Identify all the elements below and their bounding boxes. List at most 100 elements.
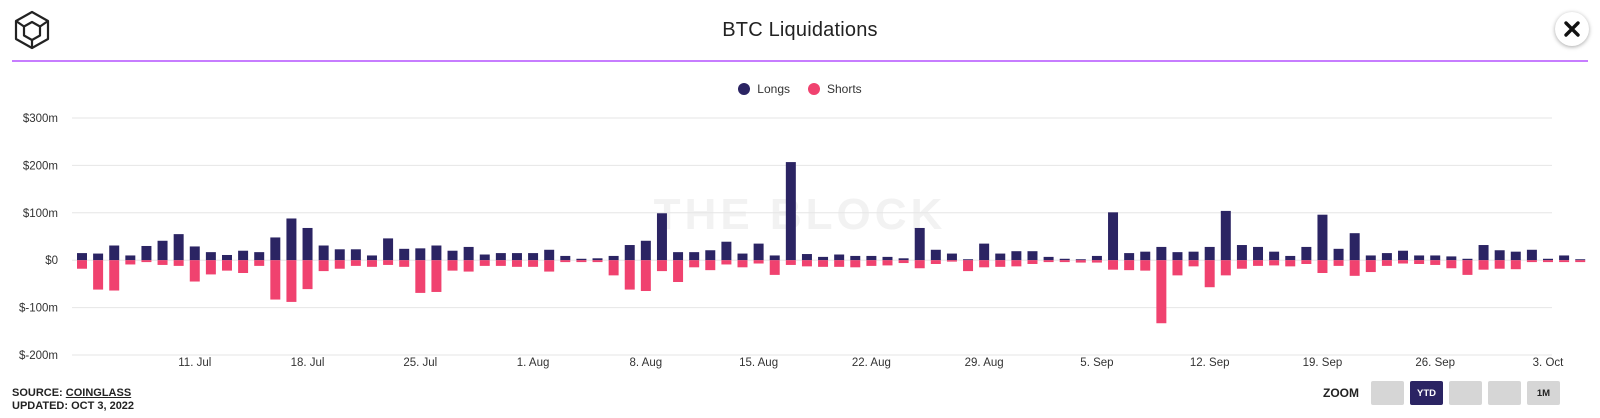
- bar-shorts[interactable]: [93, 260, 104, 290]
- bar-shorts[interactable]: [109, 260, 120, 291]
- bar-shorts[interactable]: [189, 260, 200, 282]
- bar-shorts[interactable]: [624, 260, 635, 290]
- bar-longs[interactable]: [721, 241, 732, 261]
- bar-longs[interactable]: [640, 240, 651, 261]
- bar-shorts[interactable]: [1011, 260, 1022, 267]
- bar-longs[interactable]: [366, 255, 377, 261]
- bar-longs[interactable]: [157, 240, 168, 261]
- bar-shorts[interactable]: [592, 260, 603, 263]
- bar-shorts[interactable]: [415, 260, 426, 293]
- bar-longs[interactable]: [1526, 249, 1537, 261]
- bar-shorts[interactable]: [399, 260, 410, 267]
- bar-shorts[interactable]: [221, 260, 232, 271]
- bar-shorts[interactable]: [431, 260, 442, 292]
- bar-longs[interactable]: [431, 245, 442, 261]
- bar-longs[interactable]: [141, 245, 152, 261]
- bar-shorts[interactable]: [866, 260, 877, 266]
- bar-longs[interactable]: [1349, 233, 1360, 261]
- bar-longs[interactable]: [1059, 258, 1070, 261]
- bar-longs[interactable]: [1043, 256, 1054, 261]
- bar-shorts[interactable]: [141, 260, 152, 263]
- bar-longs[interactable]: [399, 248, 410, 261]
- bar-longs[interactable]: [350, 249, 361, 261]
- bar-longs[interactable]: [1381, 253, 1392, 261]
- bar-longs[interactable]: [914, 227, 925, 261]
- bar-longs[interactable]: [979, 243, 990, 261]
- bar-longs[interactable]: [1172, 252, 1183, 261]
- bar-longs[interactable]: [705, 250, 716, 261]
- bar-longs[interactable]: [205, 252, 216, 261]
- bar-shorts[interactable]: [1059, 260, 1070, 263]
- bar-longs[interactable]: [785, 162, 796, 261]
- bar-longs[interactable]: [1253, 246, 1264, 261]
- bar-longs[interactable]: [318, 245, 329, 261]
- bar-longs[interactable]: [1220, 210, 1231, 261]
- bar-longs[interactable]: [125, 255, 136, 261]
- bar-shorts[interactable]: [1526, 260, 1537, 263]
- bar-shorts[interactable]: [1075, 260, 1086, 263]
- bar-shorts[interactable]: [834, 260, 845, 267]
- bar-longs[interactable]: [1301, 246, 1312, 261]
- bar-longs[interactable]: [963, 259, 974, 261]
- bar-longs[interactable]: [1108, 212, 1119, 261]
- bar-longs[interactable]: [189, 246, 200, 261]
- close-icon[interactable]: [1563, 20, 1581, 38]
- bar-shorts[interactable]: [1236, 260, 1247, 269]
- bar-shorts[interactable]: [1124, 260, 1135, 271]
- bar-shorts[interactable]: [205, 260, 216, 275]
- bar-shorts[interactable]: [689, 260, 700, 268]
- bar-shorts[interactable]: [753, 260, 764, 264]
- bar-shorts[interactable]: [769, 260, 780, 275]
- bar-longs[interactable]: [592, 258, 603, 261]
- bar-shorts[interactable]: [1108, 260, 1119, 270]
- bar-shorts[interactable]: [930, 260, 941, 264]
- bar-longs[interactable]: [334, 249, 345, 261]
- bar-longs[interactable]: [898, 258, 909, 261]
- zoom-button-3[interactable]: [1449, 381, 1482, 405]
- bar-longs[interactable]: [560, 255, 571, 261]
- bar-longs[interactable]: [1269, 251, 1280, 261]
- bar-longs[interactable]: [238, 250, 249, 261]
- bar-longs[interactable]: [850, 255, 861, 261]
- bar-longs[interactable]: [302, 227, 313, 261]
- bar-shorts[interactable]: [1172, 260, 1183, 276]
- bar-longs[interactable]: [1140, 251, 1151, 261]
- bar-longs[interactable]: [995, 253, 1006, 261]
- legend-item-longs[interactable]: Longs: [738, 82, 790, 96]
- bar-shorts[interactable]: [1253, 260, 1264, 266]
- bar-longs[interactable]: [1091, 255, 1102, 261]
- bar-longs[interactable]: [1398, 250, 1409, 261]
- bar-shorts[interactable]: [801, 260, 812, 267]
- bar-shorts[interactable]: [1478, 260, 1489, 270]
- bar-longs[interactable]: [93, 253, 104, 261]
- bar-longs[interactable]: [254, 252, 265, 261]
- bar-longs[interactable]: [737, 253, 748, 261]
- bar-longs[interactable]: [1285, 255, 1296, 261]
- bar-longs[interactable]: [576, 258, 587, 261]
- bar-longs[interactable]: [1075, 259, 1086, 261]
- bar-longs[interactable]: [415, 248, 426, 261]
- bar-longs[interactable]: [769, 255, 780, 261]
- bar-shorts[interactable]: [898, 260, 909, 264]
- bar-shorts[interactable]: [366, 260, 377, 267]
- bar-shorts[interactable]: [511, 260, 522, 267]
- bar-longs[interactable]: [1446, 256, 1457, 261]
- bar-longs[interactable]: [544, 249, 555, 261]
- bar-shorts[interactable]: [350, 260, 361, 266]
- bar-longs[interactable]: [834, 254, 845, 261]
- bar-shorts[interactable]: [1091, 260, 1102, 263]
- zoom-button-1[interactable]: [1371, 381, 1404, 405]
- bar-shorts[interactable]: [1140, 260, 1151, 271]
- bar-shorts[interactable]: [1188, 260, 1199, 267]
- bar-shorts[interactable]: [1543, 260, 1553, 263]
- bar-shorts[interactable]: [1156, 260, 1167, 324]
- bar-shorts[interactable]: [1462, 260, 1473, 275]
- bar-shorts[interactable]: [1204, 260, 1215, 288]
- bar-longs[interactable]: [1430, 255, 1441, 261]
- bar-shorts[interactable]: [77, 260, 87, 269]
- zoom-button-4[interactable]: [1488, 381, 1521, 405]
- bar-shorts[interactable]: [1398, 260, 1409, 264]
- close-button[interactable]: [1555, 12, 1589, 46]
- bar-shorts[interactable]: [640, 260, 651, 292]
- bar-longs[interactable]: [1317, 214, 1328, 261]
